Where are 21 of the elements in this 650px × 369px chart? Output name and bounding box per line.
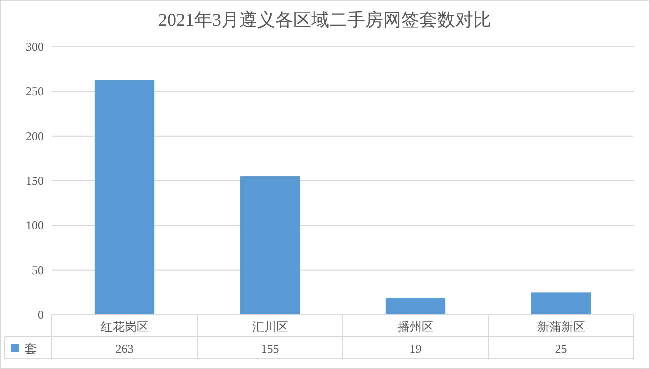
- bar: [386, 298, 446, 315]
- x-tick-label: 播州区: [398, 320, 434, 334]
- x-tick-label: 红花岗区: [100, 320, 149, 334]
- x-tick-label: 汇川区: [252, 320, 288, 334]
- data-label: 25: [555, 342, 568, 356]
- data-label: 155: [261, 342, 280, 356]
- y-tick-label: 250: [26, 84, 44, 99]
- data-label: 19: [410, 342, 422, 356]
- y-tick-label: 300: [26, 40, 44, 54]
- y-tick-label: 100: [26, 218, 44, 233]
- y-tick-label: 200: [26, 129, 44, 144]
- bar: [94, 80, 155, 315]
- y-tick-label: 50: [32, 263, 44, 278]
- data-label: 263: [116, 342, 134, 356]
- bar: [240, 176, 300, 315]
- bar: [531, 292, 592, 315]
- chart-title: 2021年3月遵义各区域二手房网签套数对比: [158, 10, 492, 30]
- y-tick-label: 150: [26, 174, 44, 188]
- x-tick-label: 新蒲新区: [537, 320, 586, 334]
- legend-label: 套: [25, 342, 37, 356]
- y-tick-label: 0: [38, 308, 44, 322]
